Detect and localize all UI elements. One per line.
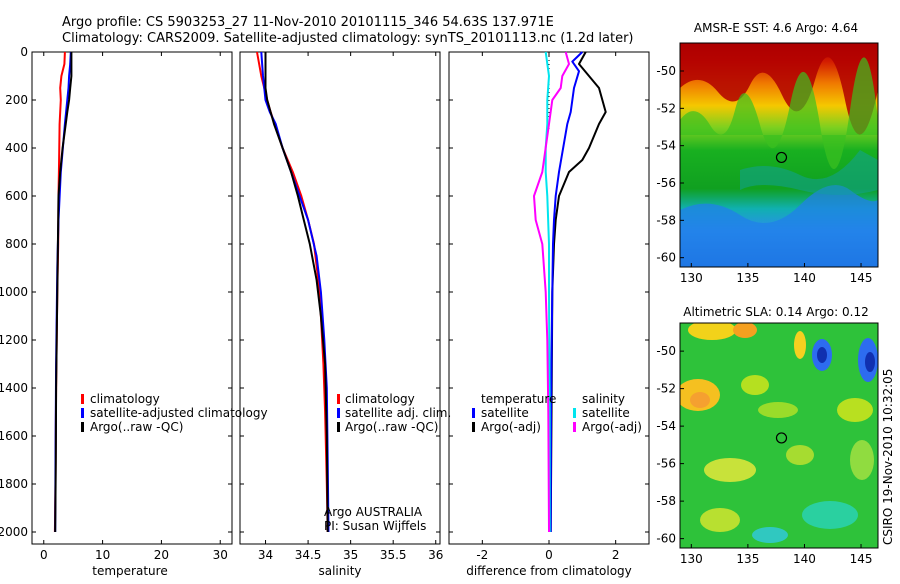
sla-map-axes: 130 135 140 145 -50 -52 -54 -56 -58 -60 — [656, 344, 872, 566]
map-y-tick-label: -54 — [656, 419, 676, 433]
credit-agency: Argo AUSTRALIA — [324, 505, 423, 519]
legend-swatch-temp-satellite — [472, 408, 475, 418]
legend-swatch-argo — [337, 422, 340, 432]
map-y-tick-label: -50 — [656, 64, 676, 78]
legend-swatch-sal-satellite — [573, 408, 576, 418]
map-y-tick-label: -56 — [656, 176, 676, 190]
map-x-tick-label: 140 — [793, 552, 816, 566]
y-tick-label: 1200 — [0, 333, 28, 347]
legend-label-sal-argo: Argo(-adj) — [582, 420, 642, 434]
x-tick-label: 20 — [154, 548, 169, 562]
figure-title-line2: Climatology: CARS2009. Satellite-adjuste… — [62, 31, 634, 46]
legend-heading-salinity: salinity — [582, 392, 625, 406]
x-tick-label: 30 — [213, 548, 228, 562]
legend-label-sal-satellite: satellite — [582, 406, 630, 420]
salinity-xlabel: salinity — [318, 564, 361, 578]
salinity-legend: climatology satellite adj. clim. Argo(..… — [337, 392, 451, 434]
y-tick-label: 1800 — [0, 477, 28, 491]
legend-label-climatology: climatology — [90, 392, 160, 406]
temperature-axes-frame — [31, 51, 233, 545]
profile-series-2 — [264, 52, 329, 533]
map-y-tick-label: -58 — [656, 494, 676, 508]
difference-legend: temperature satellite Argo(-adj) salinit… — [472, 392, 642, 434]
difference-plot: -2 0 2 — [449, 51, 649, 562]
difference-xlabel: difference from climatology — [466, 564, 632, 578]
sst-map-title: AMSR-E SST: 4.6 Argo: 4.64 — [694, 21, 858, 35]
map-y-tick-label: -52 — [656, 382, 676, 396]
map-y-tick-label: -60 — [656, 251, 676, 265]
x-tick-label: 34 — [258, 548, 273, 562]
y-tick-label: 1400 — [0, 381, 28, 395]
map-x-tick-label: 130 — [680, 271, 703, 285]
profile-series-2 — [544, 51, 551, 532]
y-tick-label: 400 — [5, 141, 28, 155]
map-x-tick-label: 140 — [793, 271, 816, 285]
sla-map-title: Altimetric SLA: 0.14 Argo: 0.12 — [683, 305, 868, 319]
legend-label-argo: Argo(..raw -QC) — [90, 420, 183, 434]
x-tick-label: 35.5 — [380, 548, 407, 562]
legend-swatch-climatology — [337, 394, 340, 404]
legend-label-temp-argo: Argo(-adj) — [481, 420, 541, 434]
x-tick-label: -2 — [476, 548, 488, 562]
sla-map-image — [680, 323, 878, 548]
legend-swatch-temp-argo — [472, 422, 475, 432]
x-tick-label: 2 — [612, 548, 620, 562]
temperature-legend: climatology satellite-adjusted climatolo… — [81, 392, 268, 434]
argo-float-marker — [775, 432, 788, 444]
legend-swatch-climatology — [81, 394, 84, 404]
x-tick-label: 35 — [343, 548, 358, 562]
legend-swatch-argo — [81, 422, 84, 432]
map-y-tick-label: -50 — [656, 344, 676, 358]
salinity-plot: 34 34.5 35 35.5 36 — [240, 51, 443, 562]
x-tick-label: 10 — [95, 548, 110, 562]
map-y-tick-label: -54 — [656, 139, 676, 153]
map-x-tick-label: 135 — [736, 271, 759, 285]
legend-heading-temperature: temperature — [481, 392, 556, 406]
y-tick-label: 200 — [5, 93, 28, 107]
y-tick-label: 1000 — [0, 285, 28, 299]
legend-label-temp-satellite: satellite — [481, 406, 529, 420]
map-x-tick-label: 135 — [736, 552, 759, 566]
x-tick-label: 34.5 — [295, 548, 322, 562]
sla-map-frame — [679, 322, 879, 549]
x-tick-label: 0 — [40, 548, 48, 562]
map-x-tick-label: 130 — [680, 552, 703, 566]
figure-title-line1: Argo profile: CS 5903253_27 11-Nov-2010 … — [62, 15, 554, 30]
credit-pi: PI: Susan Wijffels — [324, 519, 426, 533]
sst-map-axes: 130 135 140 145 -50 -52 -54 -56 -58 -60 — [656, 64, 872, 285]
y-tick-label: 600 — [5, 189, 28, 203]
legend-label-satellite-adjusted: satellite-adjusted climatology — [90, 406, 268, 420]
legend-swatch-satellite-adjusted — [81, 408, 84, 418]
sst-map-frame — [679, 42, 879, 268]
map-x-tick-label: 145 — [850, 271, 873, 285]
profile-series-1 — [549, 51, 583, 533]
salinity-axes-frame — [239, 51, 441, 545]
profile-series-3 — [533, 51, 570, 533]
map-y-tick-label: -60 — [656, 532, 676, 546]
profile-series-0 — [549, 51, 607, 533]
temperature-plot: 0 10 20 30 0 200 400 600 800 1000 1200 1400 1600 1800… — [0, 45, 232, 562]
map-x-tick-label: 145 — [850, 552, 873, 566]
x-tick-label: 36 — [428, 548, 443, 562]
map-y-tick-label: -58 — [656, 213, 676, 227]
profile-series-2 — [54, 52, 73, 533]
legend-label-argo: Argo(..raw -QC) — [345, 420, 438, 434]
y-tick-label: 1600 — [0, 429, 28, 443]
y-tick-label: 800 — [5, 237, 28, 251]
legend-swatch-satellite-adj — [337, 408, 340, 418]
map-y-tick-label: -56 — [656, 457, 676, 471]
argo-float-marker — [775, 151, 788, 164]
legend-swatch-sal-argo — [573, 422, 576, 432]
y-tick-label: 2000 — [0, 525, 28, 539]
x-tick-label: 0 — [545, 548, 553, 562]
sst-map-image — [680, 43, 878, 267]
y-tick-label: 0 — [20, 45, 28, 59]
csiro-timestamp: CSIRO 19-Nov-2010 10:32:05 — [881, 369, 895, 545]
legend-label-satellite-adj: satellite adj. clim. — [345, 406, 451, 420]
legend-label-climatology: climatology — [345, 392, 415, 406]
temperature-xlabel: temperature — [92, 564, 167, 578]
map-y-tick-label: -52 — [656, 101, 676, 115]
